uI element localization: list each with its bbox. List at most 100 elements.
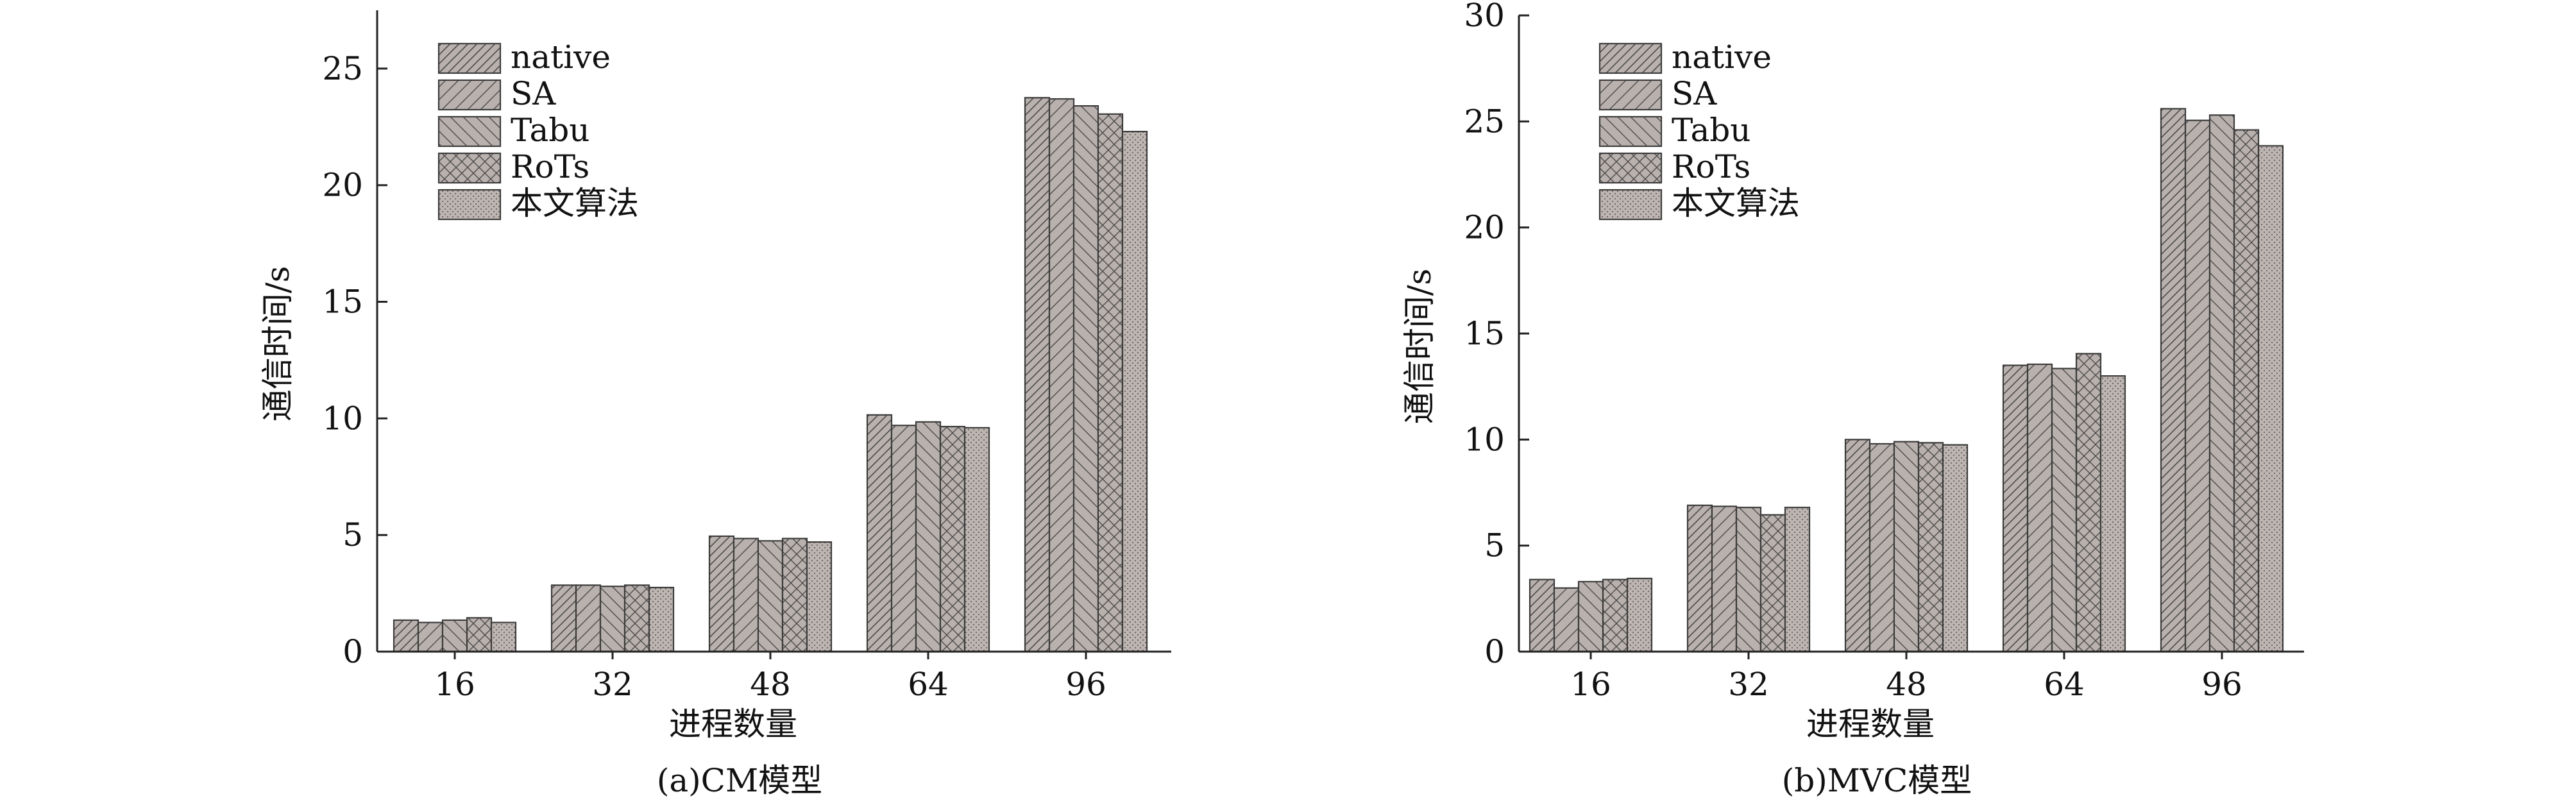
x-tick-label: 96 [2201, 666, 2242, 703]
bar-mvc-64-2 [2051, 368, 2078, 653]
bar-mvc-48-4 [1942, 444, 1969, 653]
bar-cm-48-3 [781, 537, 808, 653]
bar-cm-64-4 [963, 427, 990, 653]
legend-label: SA [511, 75, 556, 112]
y-tick-label: 10 [1464, 421, 1505, 458]
bars-cm [393, 97, 1148, 653]
x-tick-label: 48 [750, 666, 791, 703]
bar-mvc-32-3 [1759, 514, 1786, 653]
y-tick-label: 10 [322, 400, 363, 437]
legend-label: native [1672, 38, 1772, 76]
legend-swatch [1598, 42, 1663, 74]
bar-cm-16-1 [417, 621, 444, 653]
bar-mvc-64-3 [2075, 353, 2102, 653]
bar-cm-48-1 [733, 537, 759, 653]
y-tick-label: 5 [343, 516, 363, 554]
y-tick-label: 25 [322, 50, 363, 87]
legend-swatch [1598, 189, 1663, 221]
legend-swatch [437, 79, 502, 111]
bar-mvc-32-0 [1686, 504, 1713, 653]
bar-cm-96-0 [1024, 97, 1051, 653]
bar-cm-96-3 [1097, 113, 1124, 653]
x-tick-label: 16 [1570, 666, 1611, 703]
bar-mvc-64-0 [2002, 364, 2029, 653]
bar-mvc-64-4 [2099, 375, 2126, 653]
legend-label: RoTs [511, 148, 589, 185]
legend-swatch [1598, 115, 1663, 148]
bar-cm-16-0 [393, 619, 419, 653]
bar-mvc-32-1 [1711, 505, 1738, 653]
y-tick-label: 0 [1484, 633, 1505, 670]
legend-swatch [1598, 152, 1663, 184]
legend-swatch [1598, 79, 1663, 111]
bar-cm-64-2 [915, 421, 942, 653]
y-tick-label: 25 [1464, 103, 1505, 140]
bar-cm-64-1 [890, 425, 917, 653]
bar-cm-64-0 [866, 414, 893, 653]
y-tick-label: 20 [1464, 209, 1505, 246]
bar-mvc-48-0 [1844, 439, 1871, 653]
chart-panel-cm: 16 32 48 64 96 0 5 10 15 20 25 nativeSATabuRoTs本文算… [259, 10, 1171, 799]
bar-cm-48-2 [757, 540, 784, 653]
bar-mvc-16-4 [1626, 577, 1653, 653]
y-axis-label-mvc: 通信时间/s [1401, 269, 1438, 425]
legend-label: Tabu [511, 112, 590, 149]
bar-mvc-16-2 [1577, 580, 1604, 653]
chart-title-cm: (a)CM模型 [657, 762, 822, 799]
x-tick-label: 16 [434, 666, 475, 703]
axes-cm: 16 32 48 64 96 0 5 10 15 20 25 [322, 10, 1171, 703]
y-tick-label: 30 [1464, 0, 1505, 34]
y-tick-label: 5 [1484, 527, 1505, 564]
y-tick-label: 0 [343, 633, 363, 670]
bar-mvc-16-3 [1602, 579, 1629, 653]
bar-mvc-48-1 [1868, 443, 1895, 653]
bar-cm-16-3 [466, 617, 493, 653]
bar-mvc-96-2 [2208, 114, 2235, 653]
x-tick-label: 32 [1728, 666, 1769, 703]
legend-label: 本文算法 [1672, 185, 1800, 222]
bar-cm-32-3 [623, 584, 650, 653]
bar-cm-48-0 [708, 535, 735, 653]
legend-swatch [437, 115, 502, 148]
x-tick-label: 64 [2044, 666, 2085, 703]
bar-mvc-32-2 [1735, 507, 1762, 653]
bar-cm-16-2 [441, 619, 468, 653]
bar-cm-96-1 [1048, 98, 1075, 653]
bars-mvc [1529, 108, 2284, 653]
bar-mvc-96-4 [2257, 145, 2284, 653]
y-axis-label-cm: 通信时间/s [259, 266, 296, 422]
bar-mvc-16-1 [1553, 587, 1580, 653]
bar-mvc-96-3 [2233, 129, 2260, 653]
legend-label: RoTs [1672, 148, 1750, 185]
legend-label: native [511, 38, 611, 76]
bar-cm-32-1 [575, 584, 602, 653]
bar-cm-96-4 [1121, 130, 1148, 653]
bar-cm-64-3 [939, 425, 966, 653]
x-tick-label: 32 [592, 666, 633, 703]
y-tick-label: 20 [322, 167, 363, 204]
legend-label: 本文算法 [511, 185, 639, 222]
chart-panel-mvc: 16 32 48 64 96 0 5 10 15 20 25 30 nativeSATabuRoTs本… [1401, 0, 2304, 799]
x-tick-label: 48 [1886, 666, 1927, 703]
legend-label: SA [1672, 75, 1717, 112]
bar-mvc-48-3 [1917, 442, 1944, 653]
bar-mvc-64-1 [2026, 363, 2053, 653]
legend-swatch [437, 152, 502, 184]
bar-mvc-16-0 [1529, 579, 1555, 653]
bar-mvc-48-2 [1893, 441, 1920, 653]
legend-swatch [437, 189, 502, 221]
bar-mvc-96-1 [2184, 119, 2211, 653]
bar-cm-16-4 [490, 621, 517, 653]
bar-mvc-96-0 [2160, 108, 2187, 653]
chart-title-mvc: (b)MVC模型 [1782, 762, 1972, 799]
bar-cm-48-4 [806, 541, 833, 653]
x-axis-label-mvc: 进程数量 [1806, 706, 1935, 743]
bar-cm-32-0 [550, 584, 577, 653]
y-tick-label: 15 [322, 283, 363, 321]
x-axis-label-cm: 进程数量 [669, 706, 797, 743]
axes-mvc: 16 32 48 64 96 0 5 10 15 20 25 30 [1464, 0, 2304, 703]
legend-label: Tabu [1672, 112, 1751, 149]
